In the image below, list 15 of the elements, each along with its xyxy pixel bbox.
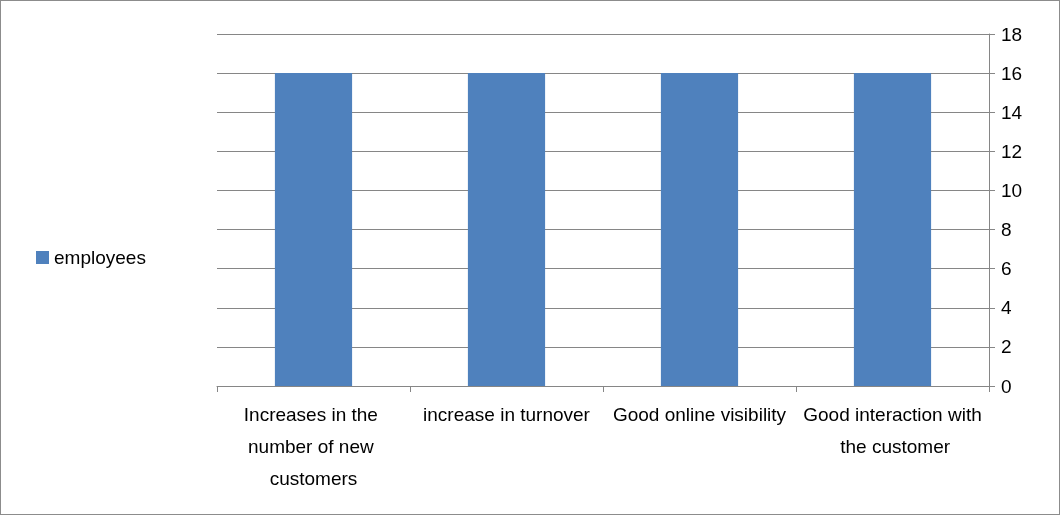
y-tick-label: 14: [1001, 101, 1023, 123]
y-tick-label: 16: [1001, 62, 1023, 84]
x-tick-label: Increases in the number of new customers: [243, 403, 384, 489]
y-tick-label: 10: [1001, 179, 1023, 201]
y-tick-label: 0: [1001, 375, 1012, 397]
y-tick-label: 12: [1001, 140, 1023, 162]
y-tick-label: 18: [1001, 23, 1023, 45]
y-tick-label: 4: [1001, 297, 1012, 319]
legend-label: employees: [54, 247, 146, 268]
x-tick-label: Good interaction with the customer: [803, 403, 982, 457]
y-tick-label: 6: [1001, 258, 1012, 280]
x-tick-label: increase in turnover: [423, 403, 591, 425]
x-tick-label: Good online visibility: [612, 403, 787, 425]
y-tick-label: 2: [1001, 336, 1012, 358]
y-tick-label: 8: [1001, 219, 1012, 241]
